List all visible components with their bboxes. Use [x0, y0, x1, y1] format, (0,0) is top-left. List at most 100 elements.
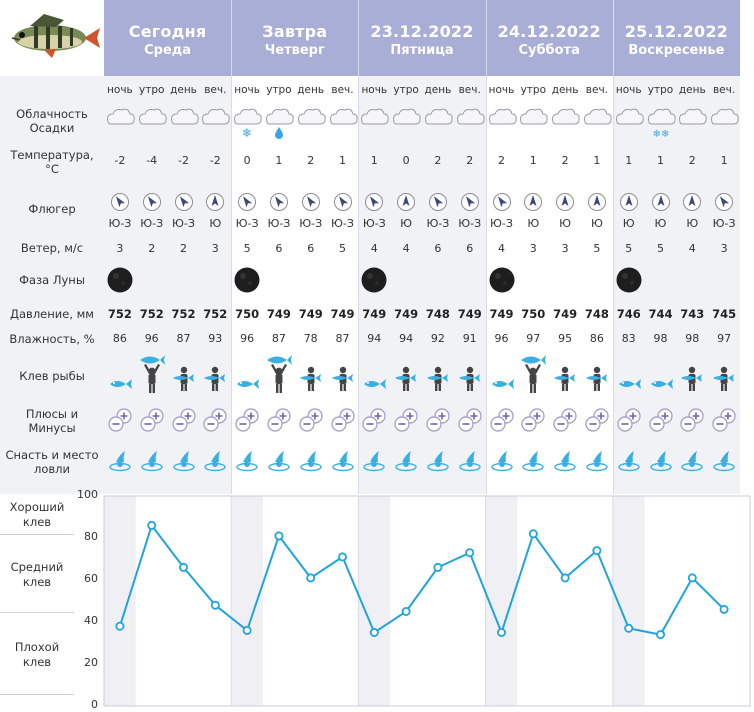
- humidity-value: 86: [589, 332, 604, 345]
- fishing-spot-icon: [585, 448, 609, 472]
- wind-direction-value: Ю-З: [331, 217, 354, 230]
- humidity-value: 86: [112, 332, 127, 345]
- fishing-spot-icon: [331, 448, 355, 472]
- temperature-value: 2: [307, 154, 315, 167]
- compass-icon: [333, 192, 353, 212]
- day-title: 23.12.2022: [370, 22, 474, 41]
- plus-minus-icon: [678, 407, 706, 433]
- compass-icon: [682, 192, 702, 212]
- day-separator: [485, 0, 487, 494]
- plus-minus-icon: [710, 407, 738, 433]
- wind-direction-value: Ю: [622, 217, 635, 230]
- plus-minus-icon: [647, 407, 675, 433]
- pressure-value: 744: [648, 307, 673, 321]
- day-weekday: Четверг: [264, 43, 325, 58]
- temperature-value: 2: [434, 154, 442, 167]
- cloud-icon: [644, 104, 678, 128]
- wind-direction-value: Ю-З: [267, 217, 291, 230]
- temperature-value: 2: [561, 154, 569, 167]
- svg-text:❄: ❄: [242, 126, 252, 140]
- day-header[interactable]: 25.12.2022 Воскресенье: [612, 0, 740, 76]
- day-weekday: Пятница: [390, 43, 454, 58]
- day-header[interactable]: 24.12.2022 Суббота: [485, 0, 613, 76]
- cloud-icon: [262, 104, 296, 128]
- bite-point: [242, 625, 252, 635]
- humidity-value: 87: [335, 332, 350, 345]
- perch-logo-icon: [11, 14, 100, 58]
- wind-direction-value: Ю-З: [299, 217, 323, 230]
- bite-point: [369, 628, 379, 638]
- cloud-icon: [389, 104, 423, 128]
- day-title: Сегодня: [128, 22, 207, 41]
- y-tick-label: 60: [84, 572, 98, 585]
- day-separator: [231, 0, 233, 494]
- fishing-spot-icon: [680, 448, 704, 472]
- fishing-spot-icon: [235, 448, 259, 472]
- wind-direction-value: Ю: [654, 217, 667, 230]
- plus-minus-icon: [551, 407, 579, 433]
- wind-speed-value: 6: [275, 242, 283, 255]
- period-label: день: [170, 84, 197, 96]
- big-catch-icon: [138, 352, 166, 394]
- period-label: веч.: [585, 84, 608, 96]
- cloud-icon: [198, 104, 232, 128]
- pressure-value: 748: [584, 307, 609, 321]
- bite-point: [465, 548, 475, 558]
- compass-icon: [651, 192, 671, 212]
- fish-icon: [489, 376, 515, 390]
- day-title: 25.12.2022: [624, 22, 728, 41]
- legend-divider: [0, 612, 74, 613]
- wind-speed-value: 6: [307, 242, 315, 255]
- bite-point: [401, 607, 411, 617]
- period-label: ночь: [615, 84, 642, 96]
- plus-minus-icon: [360, 407, 388, 433]
- humidity-value: 95: [558, 332, 573, 345]
- plus-minus-icon: [329, 407, 357, 433]
- wind-direction-value: Ю: [209, 217, 222, 230]
- pressure-value: 749: [330, 307, 355, 321]
- pressure-value: 749: [394, 307, 419, 321]
- bite-point: [624, 623, 634, 633]
- day-header[interactable]: 23.12.2022 Пятница: [358, 0, 486, 76]
- period-label: день: [424, 84, 452, 96]
- compass-icon: [110, 192, 130, 212]
- cloud-icon: [135, 104, 169, 128]
- new-moon-icon: [233, 266, 261, 294]
- period-label: ночь: [361, 84, 388, 96]
- fish-icon: [616, 376, 642, 390]
- temperature-value: 1: [370, 154, 378, 167]
- plus-minus-icon: [424, 407, 452, 433]
- wind-label: Ветер, м/с: [20, 241, 84, 255]
- compass-icon: [174, 192, 194, 212]
- bad-bite-label: Плохой клев: [14, 640, 60, 669]
- humidity-label: Влажность, %: [9, 332, 95, 346]
- compass-icon: [619, 192, 639, 212]
- fisherman-fish-icon: [299, 366, 323, 392]
- bite-point: [656, 630, 666, 640]
- compass-icon: [555, 192, 575, 212]
- temperature-value: -4: [146, 154, 158, 167]
- big-catch-icon: [519, 352, 547, 394]
- bite-point: [274, 531, 284, 541]
- pressure-value: 748: [425, 307, 450, 321]
- temperature-value: 0: [402, 154, 410, 167]
- fish-icon: [107, 376, 133, 390]
- graph-frame: [103, 495, 751, 707]
- day-header[interactable]: Завтра Четверг: [231, 0, 359, 76]
- day-weekday: Суббота: [518, 43, 580, 58]
- day-title: Завтра: [262, 22, 328, 41]
- fishing-spot-icon: [617, 448, 641, 472]
- period-label: утро: [647, 84, 674, 96]
- pressure-value: 745: [712, 307, 737, 321]
- cloud-icon: [421, 104, 455, 128]
- humidity-value: 94: [367, 332, 382, 345]
- cloud-label: Облачность Осадки: [16, 107, 88, 135]
- new-moon-icon: [106, 266, 134, 294]
- bite-point: [115, 621, 125, 631]
- cloud-icon: [485, 104, 519, 128]
- wind-speed-value: 3: [561, 242, 569, 255]
- wind-speed-value: 6: [434, 242, 442, 255]
- day-header[interactable]: Сегодня Среда: [104, 0, 232, 76]
- period-label: ночь: [234, 84, 260, 96]
- temperature-value: 2: [466, 154, 474, 167]
